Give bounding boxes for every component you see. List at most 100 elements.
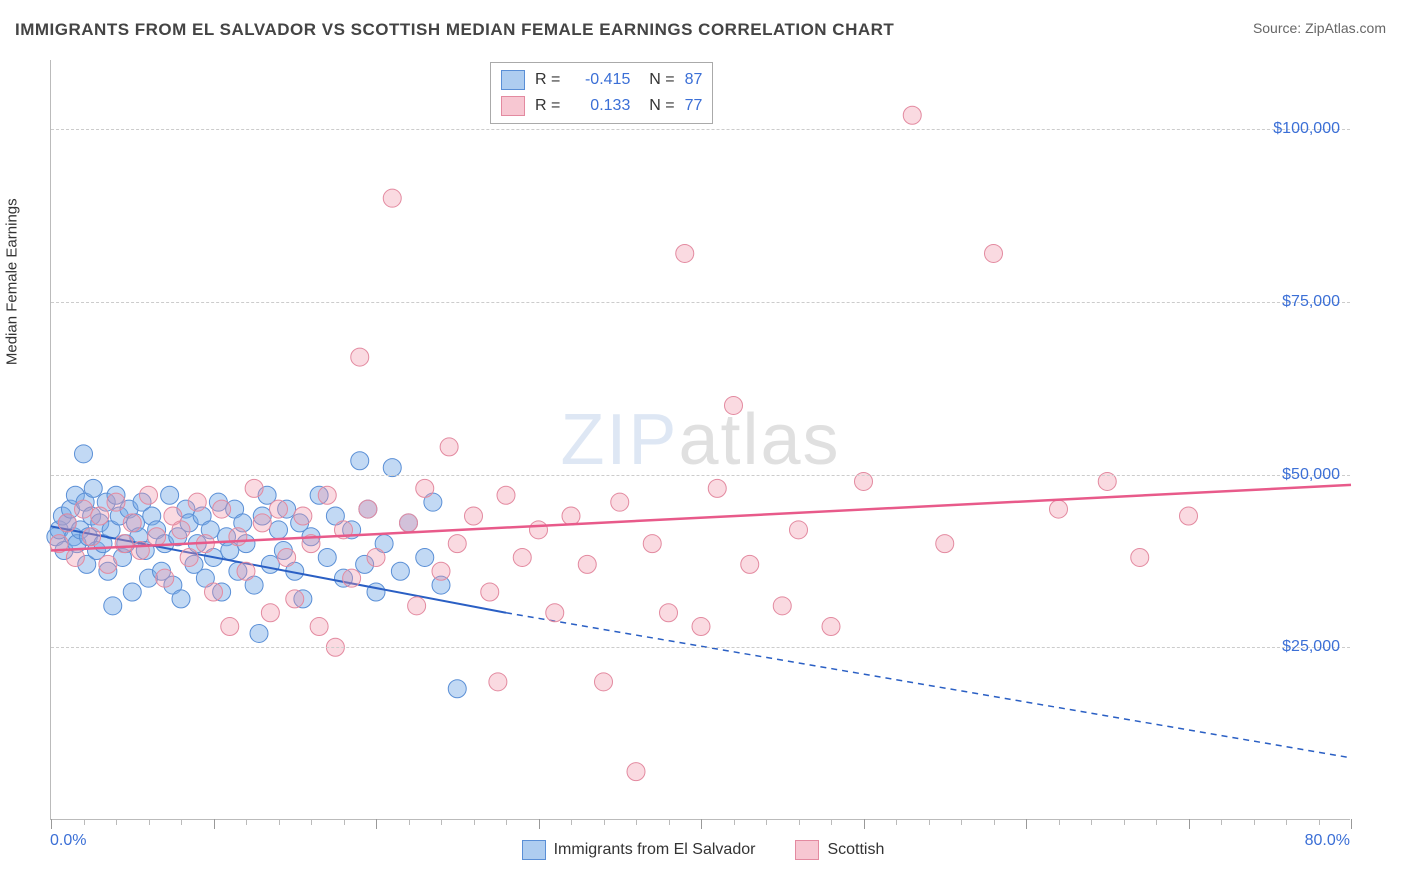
scatter-point (343, 569, 361, 587)
x-tick-minor (896, 819, 897, 825)
scatter-point (562, 507, 580, 525)
scatter-point (611, 493, 629, 511)
x-tick-minor (474, 819, 475, 825)
scatter-point (416, 479, 434, 497)
scatter-point (367, 583, 385, 601)
y-tick-label: $100,000 (1273, 120, 1340, 138)
scatter-point (408, 597, 426, 615)
scatter-point (180, 548, 198, 566)
scatter-point (513, 548, 531, 566)
x-tick-minor (1124, 819, 1125, 825)
scatter-point (188, 493, 206, 511)
scatter-point (99, 555, 117, 573)
scatter-point (367, 548, 385, 566)
x-tick-major (1189, 819, 1190, 829)
scatter-point (497, 486, 515, 504)
scatter-point (725, 396, 743, 414)
legend-swatch (501, 70, 525, 90)
scatter-point (318, 486, 336, 504)
x-tick-minor (799, 819, 800, 825)
legend-item: Scottish (795, 840, 884, 860)
scatter-point (229, 528, 247, 546)
scatter-point (708, 479, 726, 497)
x-tick-minor (1221, 819, 1222, 825)
grid-line (51, 129, 1350, 130)
legend-label: Immigrants from El Salvador (554, 841, 756, 859)
scatter-point (261, 604, 279, 622)
scatter-point (1131, 548, 1149, 566)
scatter-point (213, 500, 231, 518)
source-label: Source: ZipAtlas.com (1253, 20, 1386, 36)
x-tick-major (701, 819, 702, 829)
scatter-point (148, 528, 166, 546)
x-tick-major (376, 819, 377, 829)
scatter-point (440, 438, 458, 456)
scatter-point (131, 542, 149, 560)
x-tick-minor (441, 819, 442, 825)
scatter-point (270, 521, 288, 539)
scatter-point (1050, 500, 1068, 518)
scatter-point (245, 479, 263, 497)
x-tick-minor (571, 819, 572, 825)
scatter-point (595, 673, 613, 691)
scatter-point (270, 500, 288, 518)
scatter-point (643, 535, 661, 553)
trend-line-extrapolated (506, 613, 1351, 758)
scatter-point (578, 555, 596, 573)
x-tick-minor (994, 819, 995, 825)
scatter-point (400, 514, 418, 532)
scatter-point (530, 521, 548, 539)
scatter-point (936, 535, 954, 553)
scatter-point (465, 507, 483, 525)
correlation-row: R = 0.133 N = 77 (501, 93, 702, 119)
scatter-point (221, 618, 239, 636)
x-tick-minor (311, 819, 312, 825)
scatter-point (359, 500, 377, 518)
scatter-point (58, 514, 76, 532)
scatter-point (91, 507, 109, 525)
scatter-point (310, 618, 328, 636)
scatter-point (237, 562, 255, 580)
correlation-n-label: N = (640, 93, 674, 119)
scatter-point (692, 618, 710, 636)
x-tick-minor (1254, 819, 1255, 825)
scatter-point (123, 514, 141, 532)
scatter-point (391, 562, 409, 580)
x-tick-minor (669, 819, 670, 825)
grid-line (51, 647, 1350, 648)
scatter-point (294, 507, 312, 525)
scatter-point (741, 555, 759, 573)
scatter-point (156, 569, 174, 587)
scatter-point (205, 583, 223, 601)
x-tick-minor (1286, 819, 1287, 825)
scatter-point (75, 445, 93, 463)
grid-line (51, 302, 1350, 303)
scatter-point (107, 493, 125, 511)
scatter-point (790, 521, 808, 539)
scatter-point (676, 244, 694, 262)
scatter-point (115, 535, 133, 553)
legend-swatch (501, 96, 525, 116)
correlation-n-value: 87 (685, 67, 703, 93)
scatter-point (278, 548, 296, 566)
x-tick-minor (604, 819, 605, 825)
x-tick-minor (929, 819, 930, 825)
legend-swatch (522, 840, 546, 860)
correlation-r-label: R = (535, 93, 560, 119)
correlation-r-value: -0.415 (570, 67, 630, 93)
x-tick-minor (344, 819, 345, 825)
x-tick-minor (279, 819, 280, 825)
scatter-point (351, 452, 369, 470)
scatter-point (481, 583, 499, 601)
legend-swatch (795, 840, 819, 860)
scatter-point (161, 486, 179, 504)
correlation-r-value: 0.133 (570, 93, 630, 119)
correlation-row: R = -0.415 N = 87 (501, 67, 702, 93)
scatter-point (448, 680, 466, 698)
scatter-point (416, 548, 434, 566)
x-tick-major (51, 819, 52, 829)
y-tick-label: $50,000 (1282, 466, 1340, 484)
scatter-point (66, 548, 84, 566)
correlation-n-label: N = (640, 67, 674, 93)
legend-label: Scottish (827, 841, 884, 859)
